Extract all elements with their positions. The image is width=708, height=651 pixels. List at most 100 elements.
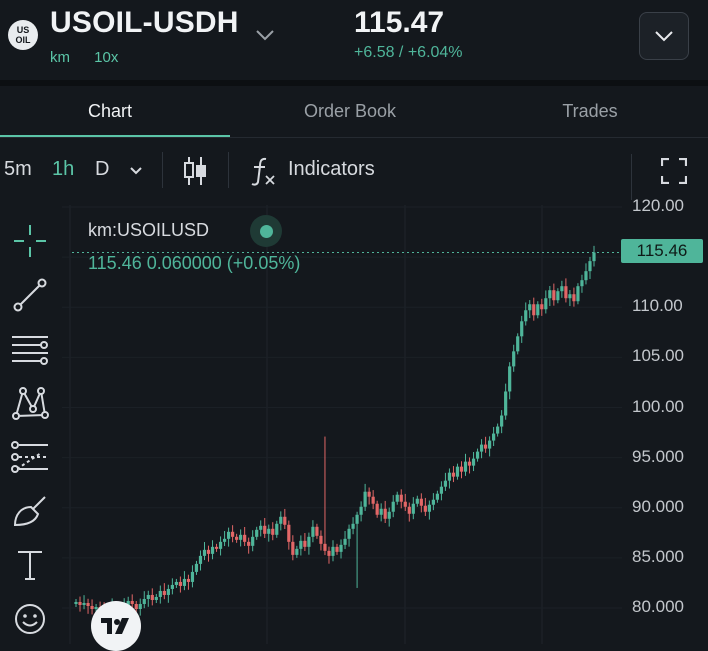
candle-body <box>584 271 588 281</box>
tab-chart[interactable]: Chart <box>87 101 132 121</box>
candle-body <box>251 536 255 546</box>
candle-body <box>508 366 512 392</box>
candle-body <box>303 540 307 547</box>
candle-body <box>423 505 427 512</box>
candle-body <box>90 605 94 610</box>
trend-line-tool[interactable] <box>8 273 52 317</box>
expand-menu-button[interactable] <box>639 12 689 60</box>
emoji-icon <box>15 604 45 634</box>
fullscreen-icon[interactable] <box>661 158 687 184</box>
pair-title[interactable]: USOIL-USDH <box>50 6 239 39</box>
candle-body <box>359 506 363 515</box>
pattern-tool[interactable] <box>8 381 52 425</box>
candle-body <box>516 336 520 352</box>
interval-5m-button[interactable]: 5m <box>4 158 32 180</box>
brush-tool[interactable] <box>8 489 52 533</box>
candle-body <box>226 531 231 539</box>
candle-body <box>170 584 174 589</box>
candle-body <box>532 304 536 316</box>
candle-body <box>407 506 411 514</box>
status-dot-icon <box>250 215 282 247</box>
text-tool-icon <box>18 551 42 580</box>
dex-tag: km <box>50 49 70 66</box>
horizontal-lines-icon <box>12 336 48 365</box>
chart-toolbar: 5m 1h D Indicators <box>0 138 708 204</box>
text-tool[interactable] <box>8 543 52 587</box>
price-axis-tick: 95.000 <box>632 446 684 466</box>
candle-body <box>592 252 596 262</box>
candle-body <box>540 304 544 310</box>
candle-body <box>492 433 496 441</box>
candle-body <box>283 516 287 525</box>
candles-icon[interactable] <box>182 155 208 187</box>
emoji-tool[interactable] <box>8 597 52 641</box>
tab-order-book[interactable]: Order Book <box>303 101 397 121</box>
active-tab-indicator <box>0 135 230 137</box>
chevron-down-icon[interactable] <box>254 28 276 42</box>
candle-body <box>391 501 395 512</box>
price-chart[interactable] <box>62 205 708 644</box>
candle-body <box>560 286 564 292</box>
candle-body <box>247 541 251 546</box>
interval-d-button[interactable]: D <box>95 158 110 180</box>
price-change: +6.58 / +6.04% <box>354 44 463 61</box>
candle-body <box>544 298 548 310</box>
candle-body <box>275 523 279 535</box>
price-axis-tick: 85.000 <box>632 546 684 566</box>
candle-body <box>375 503 379 515</box>
candle-body <box>331 546 335 556</box>
price-axis-tick: 110.00 <box>632 296 683 316</box>
candle-body <box>504 391 508 416</box>
candle-body <box>311 526 315 537</box>
candle-body <box>263 525 267 534</box>
candle-body <box>572 294 576 302</box>
interval-1h-button[interactable]: 1h <box>52 158 75 180</box>
candle-body <box>524 310 528 322</box>
fib-tool[interactable] <box>8 435 52 479</box>
candle-body <box>315 526 319 536</box>
last-price-tag: 115.46 <box>621 239 703 263</box>
candle-body <box>556 291 560 301</box>
candle-body <box>210 546 215 554</box>
candle-body <box>222 538 227 542</box>
candle-body <box>267 528 271 534</box>
function-icon <box>251 157 275 186</box>
candle-body <box>231 531 235 537</box>
candle-body <box>323 543 327 551</box>
candle-body <box>295 548 299 555</box>
candle-body <box>86 602 90 606</box>
candle-body <box>178 581 183 586</box>
candle-body <box>255 529 259 537</box>
tab-trades[interactable]: Trades <box>562 101 618 121</box>
candle-body <box>443 480 448 487</box>
candle-body <box>162 590 166 595</box>
candle-body <box>371 496 375 504</box>
candle-body <box>395 494 399 502</box>
candle-body <box>580 280 584 287</box>
trend-line-icon <box>13 278 47 312</box>
candle-body <box>235 536 239 540</box>
candle-body <box>564 286 568 299</box>
candle-body <box>500 415 504 427</box>
chevron-down-icon <box>655 31 673 42</box>
chevron-down-icon[interactable] <box>128 166 144 176</box>
candle-body <box>198 555 203 564</box>
candle-body <box>150 594 154 600</box>
drawing-toolbar <box>0 205 62 644</box>
horizontal-lines-tool[interactable] <box>8 327 52 371</box>
candle-body <box>536 304 540 316</box>
candle-body <box>367 491 371 497</box>
pattern-icon <box>12 387 49 420</box>
candle-body <box>343 538 347 545</box>
pair-tags: km 10x <box>50 49 138 66</box>
candle-body <box>487 440 492 449</box>
candle-body <box>154 596 158 600</box>
candle-body <box>335 546 339 552</box>
candle-body <box>548 290 552 299</box>
tradingview-logo[interactable] <box>91 601 141 651</box>
candle-body <box>182 578 187 586</box>
candle-body <box>339 544 343 552</box>
candle-body <box>218 541 223 549</box>
coin-icon-text-top: US <box>16 25 30 35</box>
crosshair-tool[interactable] <box>8 219 52 263</box>
